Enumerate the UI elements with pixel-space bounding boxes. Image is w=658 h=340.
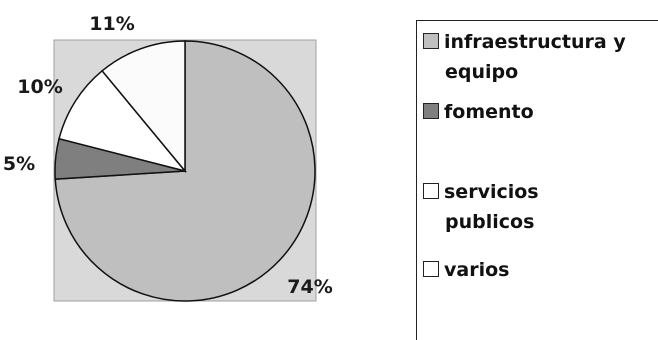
legend-label-infraestructura-line2: equipo [445,61,519,83]
legend-label-infraestructura-line1: infraestructura y [444,31,626,53]
legend-swatch-servicios-publicos [423,183,439,199]
pie-svg: 11% 10% 5% 74% [3,13,333,302]
legend-label-servicios-line1: servicios [444,181,539,203]
legend-item-varios: varios [423,255,509,285]
legend-swatch-infraestructura [423,33,439,49]
pie-chart: 11% 10% 5% 74% infraestructura y equipo … [3,13,658,340]
legend-swatch-fomento [423,103,439,119]
legend-swatch-varios [423,261,439,277]
legend-item-infraestructura: infraestructura y equipo [423,27,626,87]
legend-label-fomento: fomento [444,101,534,123]
legend-item-servicios-publicos: servicios publicos [423,177,539,237]
data-label-infraestructura: 74% [287,276,332,298]
legend: infraestructura y equipo fomento servici… [416,20,658,340]
slice-servicios-publicos [58,69,188,173]
slice-varios [101,40,186,174]
legend-label-varios: varios [444,259,510,281]
data-label-servicios-publicos: 10% [17,76,62,98]
legend-item-fomento: fomento [423,97,534,127]
legend-label-servicios-line2: publicos [445,211,535,233]
data-label-varios: 11% [89,13,134,35]
data-label-fomento: 5% [3,153,35,175]
